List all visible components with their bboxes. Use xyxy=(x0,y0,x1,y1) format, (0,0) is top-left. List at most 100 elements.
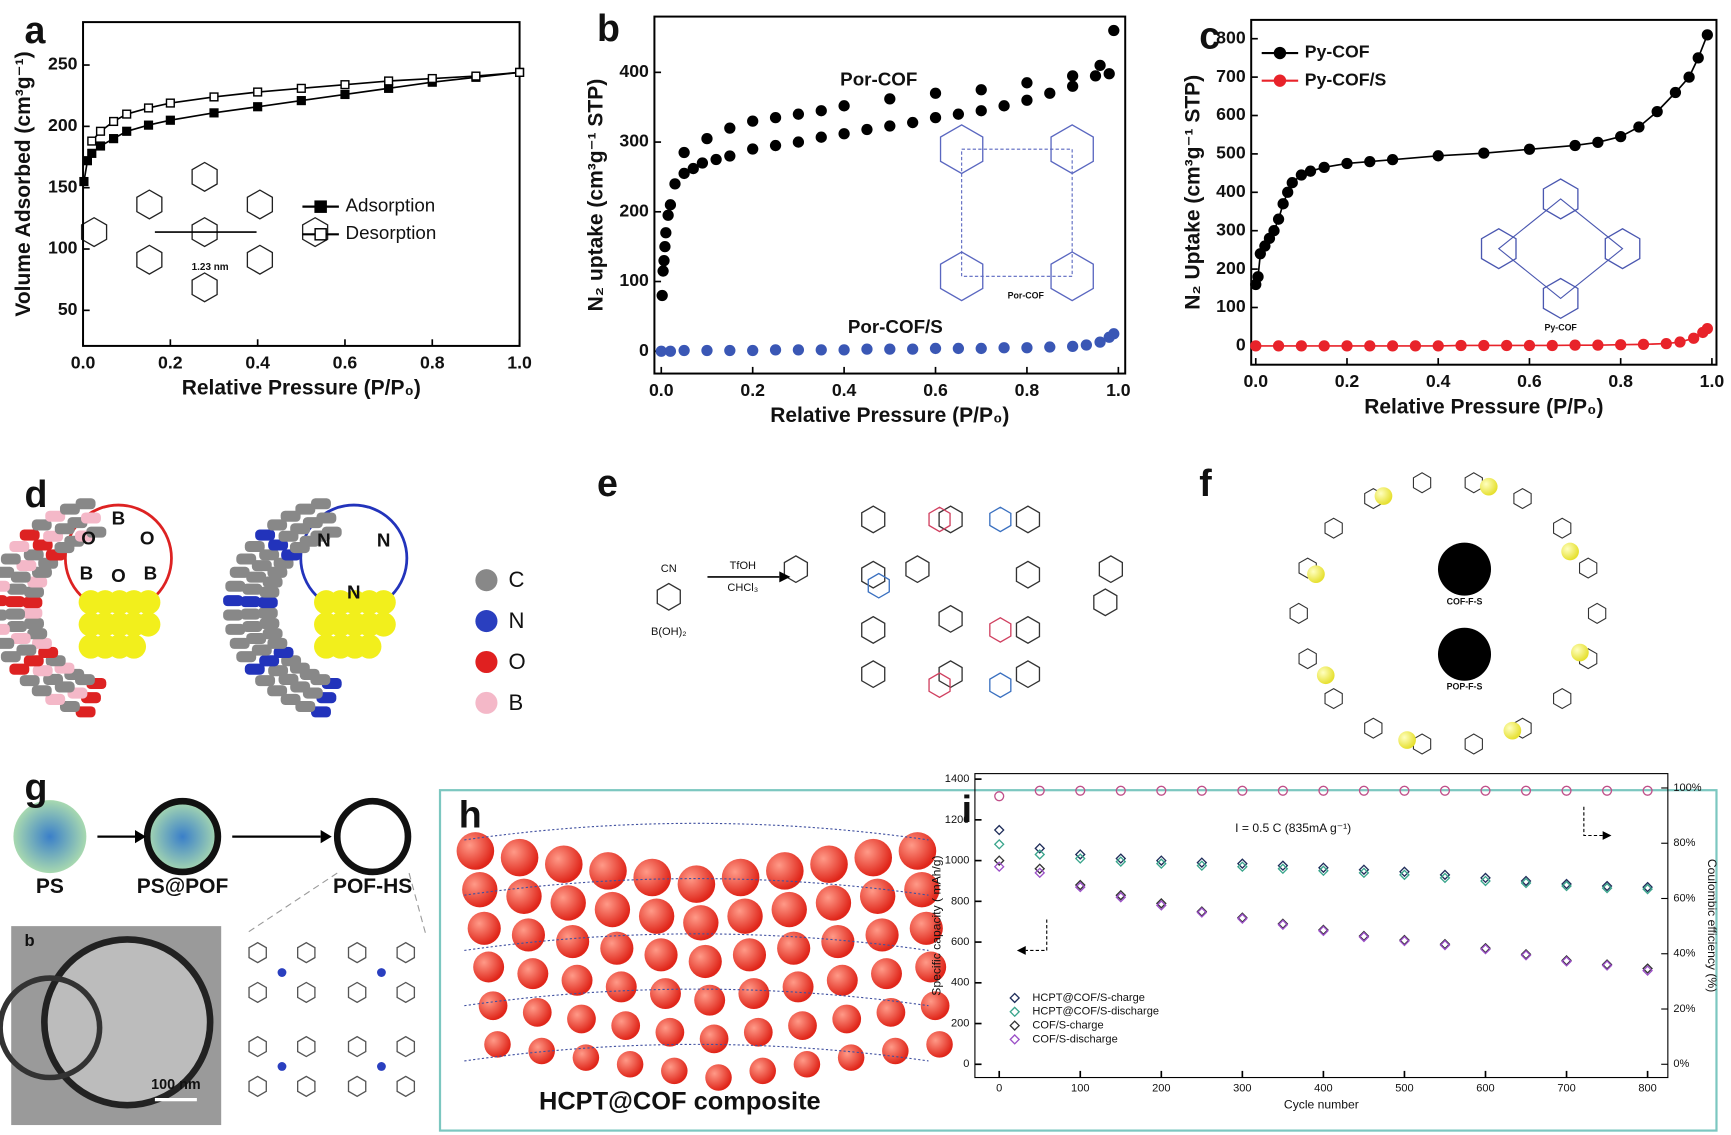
legend-label: HCPT@COF/S-discharge xyxy=(1032,1006,1159,1018)
illustration xyxy=(600,931,634,965)
illustration xyxy=(727,898,763,934)
x-tick-label: 200 xyxy=(1152,1083,1170,1095)
illustration xyxy=(295,503,316,515)
data-point xyxy=(724,344,736,357)
data-point xyxy=(1561,880,1572,892)
illustration xyxy=(267,519,288,531)
illustration xyxy=(136,244,163,275)
illustration xyxy=(688,944,722,979)
data-point xyxy=(1196,906,1208,917)
illustration xyxy=(1553,517,1572,539)
x-tick-label: 100 xyxy=(1071,1083,1089,1095)
x-tick-label: 1.0 xyxy=(1700,371,1725,391)
illustration xyxy=(928,672,951,699)
x-tick-label: 1.0 xyxy=(507,352,532,372)
diagram-label: O xyxy=(81,527,96,548)
illustration xyxy=(136,612,161,637)
y-tick-label: 150 xyxy=(48,176,78,196)
diagram-label: B xyxy=(112,507,126,528)
data-point xyxy=(1561,955,1572,966)
data-point xyxy=(952,108,965,120)
x-tick-label: 0.2 xyxy=(1335,371,1360,391)
illustration xyxy=(1015,660,1041,689)
illustration xyxy=(926,1031,953,1058)
y-axis-label: Volume Adsorbed (cm³g⁻¹) xyxy=(12,51,35,316)
data-point xyxy=(929,112,942,124)
data-point xyxy=(747,115,759,127)
data-point xyxy=(747,143,759,155)
data-point xyxy=(1080,339,1092,351)
illustration xyxy=(16,644,37,656)
illustration xyxy=(9,540,30,553)
illustration xyxy=(867,572,890,599)
illustration xyxy=(589,852,627,890)
data-point xyxy=(1196,860,1208,872)
data-point xyxy=(340,89,350,100)
illustration xyxy=(961,148,1073,277)
annotation: I = 0.5 C (835mA g⁻¹) xyxy=(1235,821,1351,835)
data-point xyxy=(1156,785,1167,796)
data-point xyxy=(724,150,736,162)
data-point xyxy=(1601,785,1613,796)
illustration xyxy=(24,586,44,598)
illustration xyxy=(75,498,96,510)
illustration xyxy=(1583,806,1603,837)
y-tick-label: 200 xyxy=(1216,258,1246,278)
data-point xyxy=(1252,271,1264,283)
y-axis-label: N₂ Uptake (cm³g⁻¹ STP) xyxy=(1181,75,1204,310)
y-tick-label: 200 xyxy=(48,115,78,135)
illustration xyxy=(550,885,586,921)
illustration xyxy=(517,958,549,990)
illustration xyxy=(225,623,246,635)
data-point xyxy=(1642,965,1653,976)
illustration xyxy=(75,706,96,718)
panel-letter: c xyxy=(1199,15,1220,57)
diagram-label: POP-F-S xyxy=(1447,682,1483,692)
data-point xyxy=(792,108,805,120)
illustration xyxy=(871,958,902,990)
illustration xyxy=(191,272,218,303)
illustration xyxy=(572,1044,600,1071)
data-point xyxy=(907,116,919,129)
y-tick-label: 0 xyxy=(963,1058,969,1070)
legend-marker xyxy=(1273,74,1287,87)
legend-marker xyxy=(1009,1034,1021,1045)
illustration xyxy=(777,931,811,965)
diagram-label: b xyxy=(24,931,34,950)
illustration xyxy=(837,1044,865,1071)
illustration xyxy=(1324,517,1343,539)
x-tick-label: 0.0 xyxy=(1243,371,1268,391)
illustration xyxy=(456,832,495,870)
illustration xyxy=(633,858,671,897)
illustration xyxy=(1464,733,1483,755)
data-point xyxy=(1601,960,1613,971)
y-tick-label: 1000 xyxy=(945,855,970,867)
data-point xyxy=(296,83,306,93)
illustration xyxy=(1098,555,1124,584)
data-point xyxy=(1660,337,1672,350)
data-point xyxy=(696,157,709,169)
y2-tick-label: 0% xyxy=(1673,1058,1689,1070)
illustration xyxy=(464,988,929,1007)
data-point xyxy=(658,254,670,267)
data-point xyxy=(1115,889,1127,901)
data-point xyxy=(1034,863,1046,875)
data-point xyxy=(1034,785,1045,796)
illustration xyxy=(464,933,929,951)
illustration xyxy=(333,797,412,876)
illustration xyxy=(656,582,681,611)
illustration xyxy=(255,529,276,541)
illustration xyxy=(655,1017,685,1047)
illustration xyxy=(262,628,283,640)
data-point xyxy=(1683,71,1695,83)
data-point xyxy=(296,96,306,106)
illustration xyxy=(861,615,886,644)
illustration xyxy=(1316,666,1335,685)
illustration xyxy=(242,620,263,632)
diagram-label: B xyxy=(80,563,94,584)
y-tick-label: 200 xyxy=(619,200,649,220)
illustration xyxy=(277,968,287,977)
illustration xyxy=(738,978,770,1010)
plot-frame xyxy=(974,773,1669,1079)
